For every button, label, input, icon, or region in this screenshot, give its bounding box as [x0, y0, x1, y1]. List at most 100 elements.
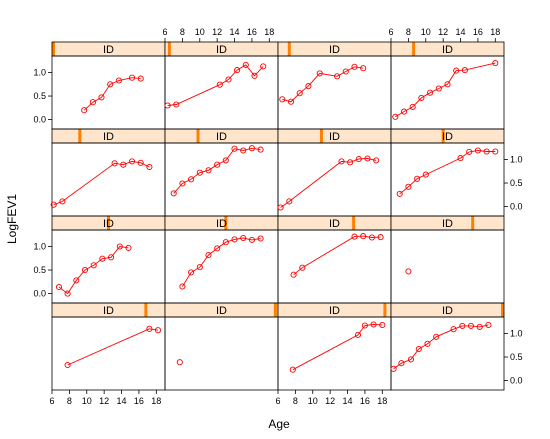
strip-level-marker [441, 129, 445, 143]
data-point [418, 94, 425, 101]
data-point [305, 83, 312, 90]
series-line [393, 324, 489, 370]
panel: ID [277, 302, 392, 391]
panel: ID [164, 41, 279, 130]
data-point [111, 160, 118, 167]
data-point [316, 70, 323, 77]
data-point [59, 198, 66, 205]
panel-frame [277, 229, 392, 304]
strip-background [391, 42, 504, 56]
data-point [108, 254, 115, 261]
x-tick-label: 14 [456, 27, 466, 37]
data-point [128, 158, 136, 165]
strip-label: ID [103, 44, 114, 56]
strip-level-marker [52, 42, 55, 56]
data-point [64, 290, 71, 297]
data-point [379, 321, 386, 329]
data-point [377, 234, 384, 241]
data-point [435, 85, 442, 92]
strip-level-marker [78, 129, 82, 143]
data-point [396, 190, 403, 197]
data-point [89, 99, 96, 106]
strip-background [278, 129, 391, 143]
data-point [289, 366, 296, 373]
strip-background [165, 42, 278, 56]
data-point [188, 269, 195, 276]
series-line [280, 158, 377, 208]
strip-label: ID [329, 305, 340, 317]
y-tick-label: 0.0 [33, 289, 46, 299]
strip-label: ID [216, 44, 227, 56]
data-point [248, 145, 255, 152]
data-point [453, 67, 460, 74]
x-tick-label: 6 [275, 396, 280, 406]
x-tick-label: 10 [421, 27, 431, 37]
strip-background [391, 216, 504, 230]
data-point [355, 155, 362, 163]
panel-frame [51, 55, 166, 130]
x-tick-label: 18 [264, 27, 274, 37]
data-point [242, 61, 249, 68]
data-point [81, 107, 88, 114]
strip-level-marker [383, 303, 387, 317]
strip-label: ID [442, 305, 453, 317]
data-point [248, 236, 255, 243]
strip-background [52, 42, 165, 56]
x-tick-label: 12 [325, 396, 335, 406]
data-point [405, 183, 412, 190]
data-point [450, 326, 457, 333]
data-point [251, 72, 258, 79]
data-point [405, 268, 412, 275]
data-point [492, 148, 499, 155]
x-tick-label: 6 [49, 396, 54, 406]
data-point [179, 180, 186, 187]
series-line [83, 77, 141, 111]
data-point [214, 245, 221, 252]
data-point [457, 155, 464, 162]
panel: ID [390, 302, 505, 391]
data-point [176, 359, 183, 366]
y-tick-label: 0.5 [510, 352, 523, 362]
data-point [373, 157, 380, 164]
panel-frame [390, 229, 505, 304]
panel: ID [390, 128, 505, 217]
strip-label: ID [329, 131, 340, 143]
data-point [360, 233, 367, 240]
data-point [483, 148, 490, 155]
data-point [354, 331, 362, 338]
data-point [351, 63, 358, 70]
data-point [398, 360, 405, 367]
data-point [81, 266, 89, 274]
data-point [125, 244, 132, 251]
data-point [342, 68, 349, 75]
series-line [173, 147, 261, 194]
data-point [128, 74, 136, 81]
panel-frame [277, 55, 392, 130]
y-tick-label: 1.0 [33, 241, 46, 251]
data-point [216, 81, 223, 88]
y-axis-title: LogFEV1 [5, 194, 19, 244]
x-tick-label: 14 [117, 396, 127, 406]
data-point [299, 264, 306, 271]
series-line [292, 324, 383, 371]
panel-frame [390, 55, 505, 130]
data-point [231, 236, 238, 243]
data-point [99, 255, 106, 262]
series-line [395, 62, 496, 118]
strip-level-marker [273, 303, 277, 317]
data-point [188, 176, 195, 183]
data-point [287, 98, 295, 105]
panel: ID [277, 41, 392, 130]
data-point [444, 81, 451, 88]
strip-label: ID [442, 44, 453, 56]
data-point [277, 204, 284, 211]
strip-level-marker [471, 216, 475, 230]
panel: ID [164, 215, 279, 304]
data-point [279, 96, 286, 103]
data-point [347, 159, 354, 166]
data-point [164, 102, 171, 109]
strip-label: ID [216, 305, 227, 317]
x-tick-label: 18 [490, 27, 500, 37]
data-point [424, 340, 431, 347]
data-point [492, 60, 499, 67]
